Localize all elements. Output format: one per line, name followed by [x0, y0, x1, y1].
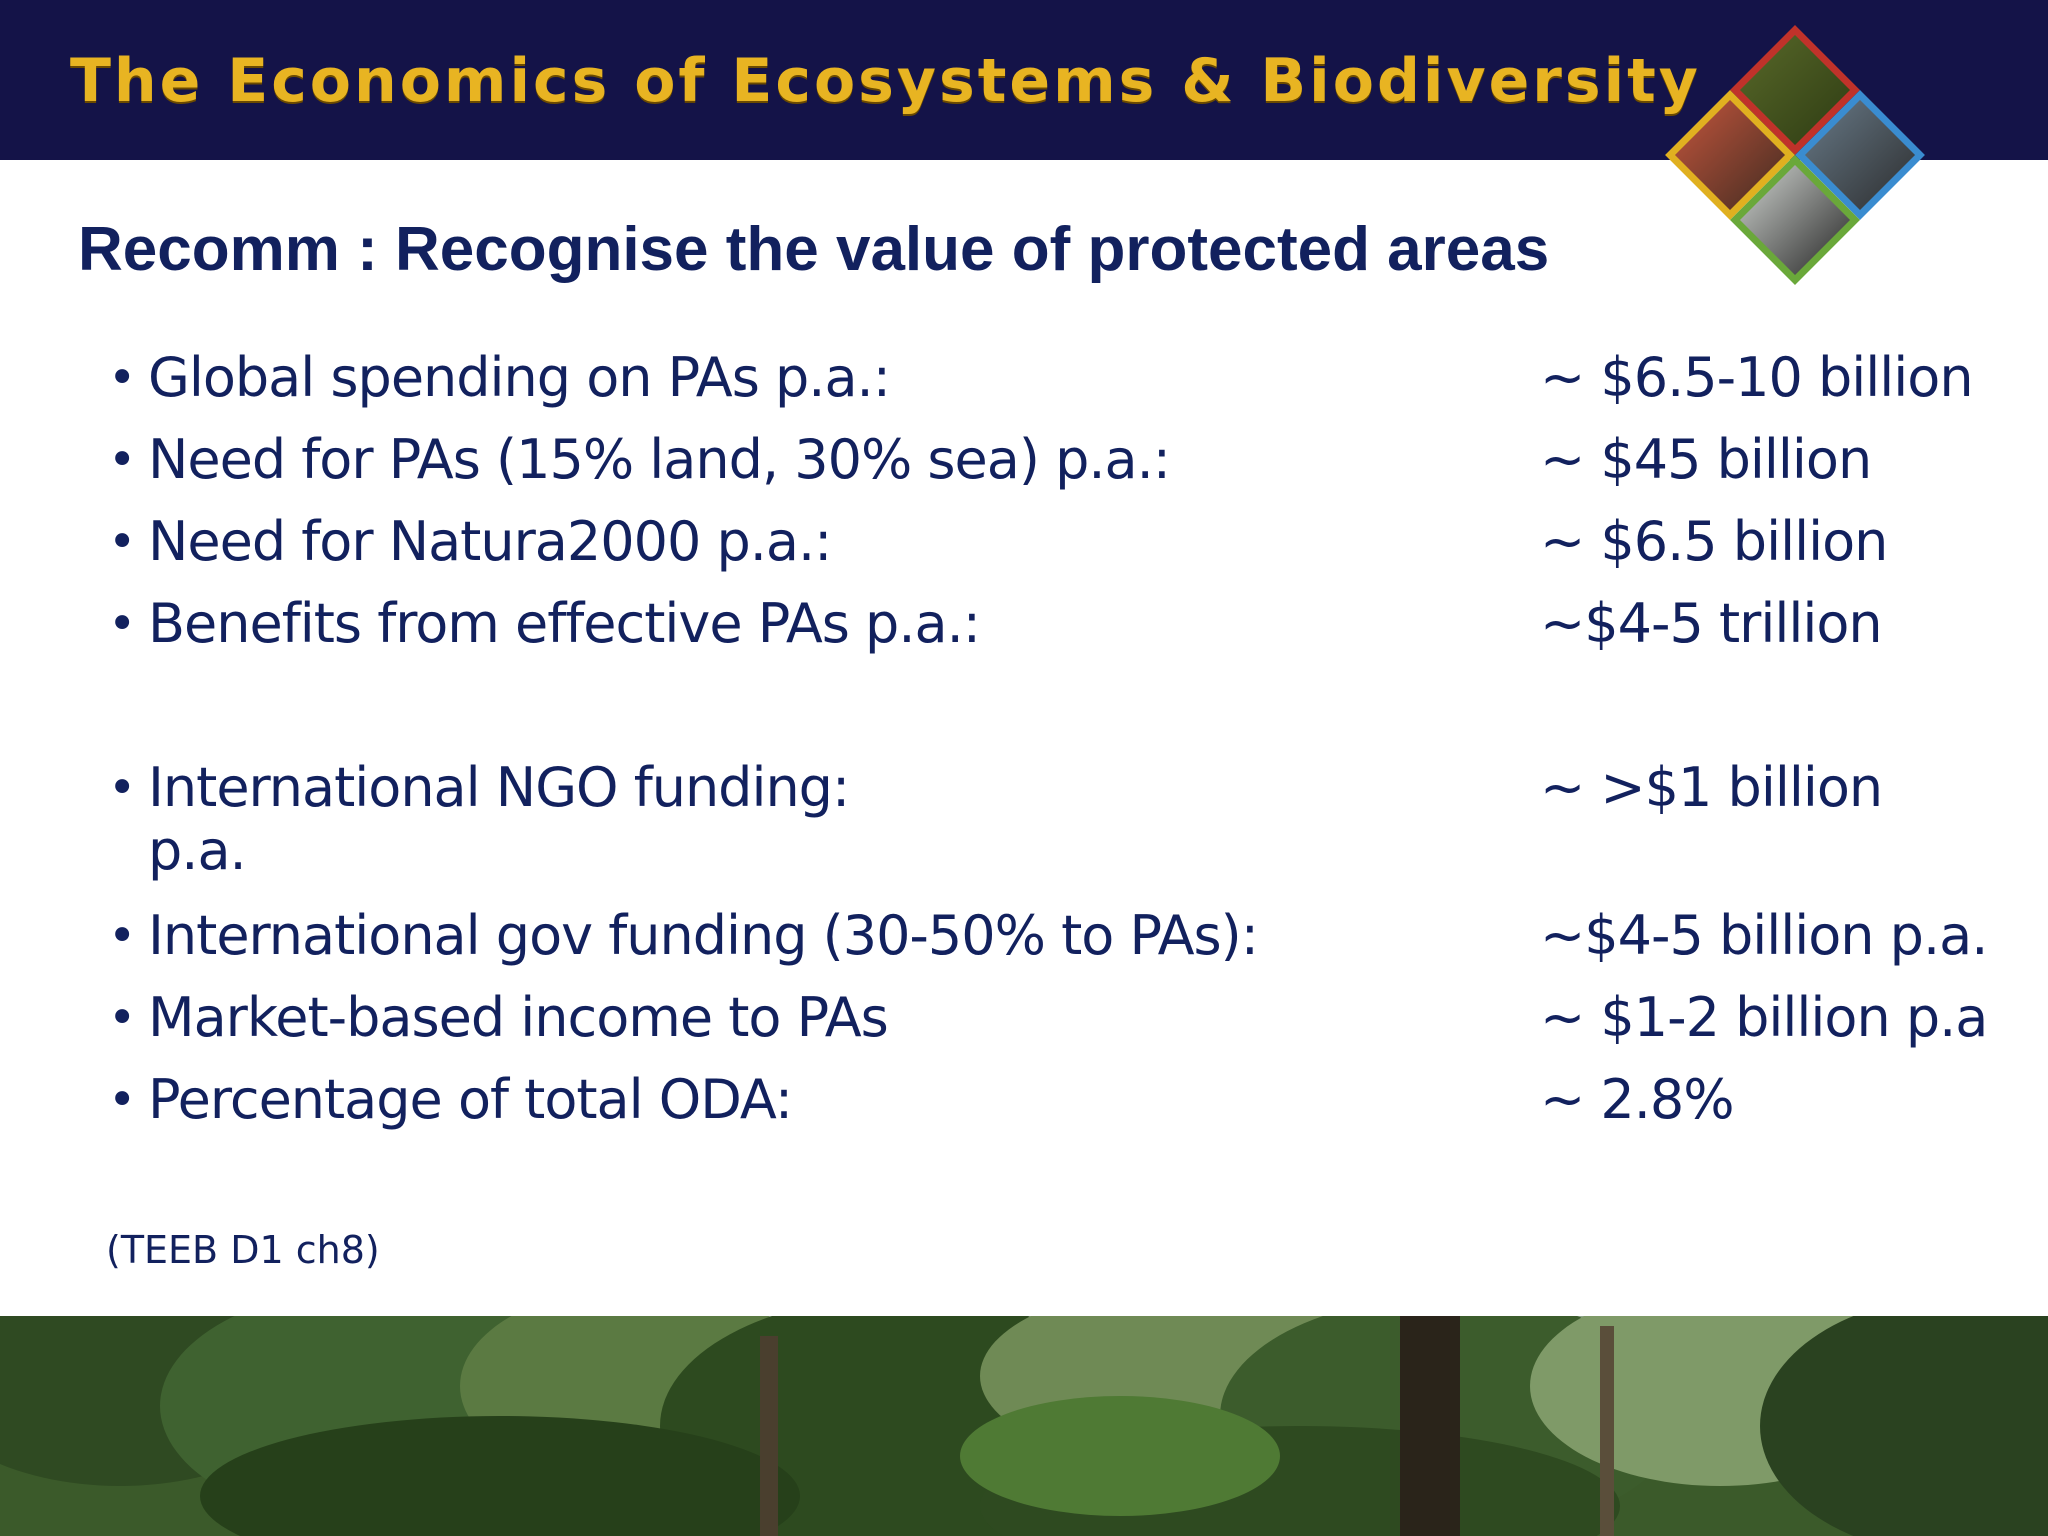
bullet-icon: • [108, 760, 137, 816]
bullet-icon: • [108, 1072, 137, 1128]
list-item: • International gov funding (30-50% to P… [0, 904, 2048, 976]
item-value: ~ $1-2 billion p.a [1540, 986, 1988, 1049]
forest-photo [0, 1316, 2048, 1536]
item-label: Market-based income to PAs [148, 986, 889, 1049]
bullet-icon: • [108, 514, 137, 570]
item-label: Need for Natura2000 p.a.: [148, 510, 832, 573]
bullet-icon: • [108, 432, 137, 488]
list-item: • Need for PAs (15% land, 30% sea) p.a.:… [0, 428, 2048, 500]
item-value: ~$4-5 billion p.a. [1540, 904, 1988, 967]
item-value: ~ >$1 billion [1540, 756, 1883, 819]
bullet-icon: • [108, 596, 137, 652]
source-citation: (TEEB D1 ch8) [106, 1228, 380, 1272]
bullet-icon: • [108, 350, 137, 406]
bullet-icon: • [108, 908, 137, 964]
list-item: • Percentage of total ODA: ~ 2.8% [0, 1068, 2048, 1140]
item-value: ~$4-5 trillion [1540, 592, 1883, 655]
item-label: International NGO funding: p.a. [148, 756, 850, 882]
item-value: ~ $6.5-10 billion [1540, 346, 1974, 409]
list-item: • International NGO funding: p.a. ~ >$1 … [0, 756, 2048, 896]
slide-title: Recomm : Recognise the value of protecte… [78, 215, 1550, 284]
item-label-text: International NGO funding: [148, 756, 850, 819]
item-value: ~ 2.8% [1540, 1068, 1735, 1131]
item-label: Need for PAs (15% land, 30% sea) p.a.: [148, 428, 1171, 491]
banner-title: The Economics of Ecosystems & Biodiversi… [70, 46, 1701, 116]
item-value: ~ $6.5 billion [1540, 510, 1888, 573]
item-value: ~ $45 billion [1540, 428, 1872, 491]
list-item: • Market-based income to PAs ~ $1-2 bill… [0, 986, 2048, 1058]
item-label: Global spending on PAs p.a.: [148, 346, 891, 409]
item-label: Percentage of total ODA: [148, 1068, 793, 1131]
item-label: Benefits from effective PAs p.a.: [148, 592, 981, 655]
bullet-icon: • [108, 990, 137, 1046]
teeb-diamond-logo-icon [1665, 25, 1925, 285]
item-label: International gov funding (30-50% to PAs… [148, 904, 1259, 967]
list-item: • Benefits from effective PAs p.a.: ~$4-… [0, 592, 2048, 664]
list-item: • Global spending on PAs p.a.: ~ $6.5-10… [0, 346, 2048, 418]
content-list: • Global spending on PAs p.a.: ~ $6.5-10… [0, 346, 2048, 1140]
header-banner: The Economics of Ecosystems & Biodiversi… [0, 0, 2048, 160]
item-label-continuation: p.a. [148, 819, 247, 882]
list-item: • Need for Natura2000 p.a.: ~ $6.5 billi… [0, 510, 2048, 582]
